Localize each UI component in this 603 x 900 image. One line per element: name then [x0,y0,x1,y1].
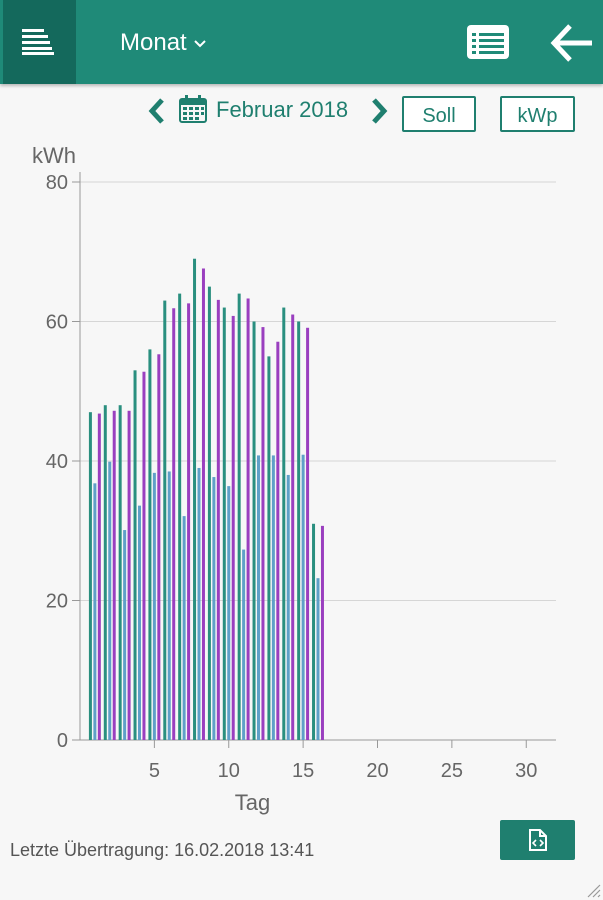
chevron-left-icon[interactable] [146,96,168,126]
bar [152,472,156,740]
bar [193,258,197,740]
chevron-down-icon [193,39,206,48]
bar [320,525,324,740]
y-tick-label: 80 [46,172,68,194]
period-dropdown[interactable]: Monat [120,28,207,58]
bar [142,371,146,740]
bar [207,286,211,740]
resize-grip-icon[interactable] [585,882,601,898]
y-axis-label: kWh [32,143,76,168]
current-month-label[interactable]: Februar 2018 [216,97,349,122]
bar [301,454,305,740]
chevron-right-icon[interactable] [368,96,390,126]
bar [163,300,167,740]
energy-bar-chart: 0 20 40 60 80 5 10 15 20 25 30 kWh Tag [32,143,556,815]
bar [201,268,205,740]
bar [172,308,176,740]
y-tick-label: 20 [46,591,68,613]
bar [93,483,97,740]
bar [112,410,116,740]
bar [231,315,235,740]
menu-button[interactable] [3,0,76,84]
bar [103,405,107,740]
x-tick-label: 20 [366,760,388,782]
bar [246,298,250,740]
export-button[interactable] [500,820,575,860]
bar [316,578,320,740]
bar [306,327,310,740]
y-tick-label: 60 [46,312,68,334]
period-label: Monat [120,29,187,56]
bar [297,321,301,740]
x-tick-label: 30 [515,760,537,782]
bar [242,549,246,740]
list-view-icon[interactable] [466,22,510,62]
x-tick-label: 5 [149,760,160,782]
bar [257,455,260,740]
bar [187,303,191,740]
x-tick-label: 15 [292,760,314,782]
menu-lines-icon [22,29,54,55]
bar [286,474,290,740]
bar [97,413,101,740]
y-tick-label: 0 [57,730,68,752]
bar [312,523,316,740]
top-app-bar: Monat [0,0,603,84]
bar [148,349,152,740]
bar [252,321,256,740]
bar [182,516,186,740]
bar [261,327,265,740]
bar [133,370,137,740]
x-tick-label: 10 [218,760,240,782]
bar [197,467,201,740]
bar [271,455,275,740]
bar [127,410,131,740]
bar [282,307,286,740]
bar [227,486,231,740]
bar [157,354,161,740]
bar [291,314,295,740]
export-file-icon [529,829,547,851]
bar [276,341,280,740]
calendar-icon[interactable] [178,94,208,124]
bar [216,299,220,740]
y-tick-label: 40 [46,451,68,473]
bar [108,461,112,740]
bar [123,530,127,740]
bar [237,293,241,740]
bar [138,505,141,740]
bar [222,307,226,740]
x-axis-label: Tag [235,790,270,815]
last-transfer-status: Letzte Übertragung: 16.02.2018 13:41 [10,840,315,860]
bar [212,477,216,740]
bar [167,471,171,740]
soll-button[interactable]: Soll [402,96,476,132]
x-tick-label: 25 [441,760,463,782]
bar [267,356,271,740]
bar [88,412,92,740]
arrow-left-icon[interactable] [548,22,594,64]
bar [118,405,122,740]
bar [178,293,182,740]
kwp-button[interactable]: kWp [500,96,575,132]
